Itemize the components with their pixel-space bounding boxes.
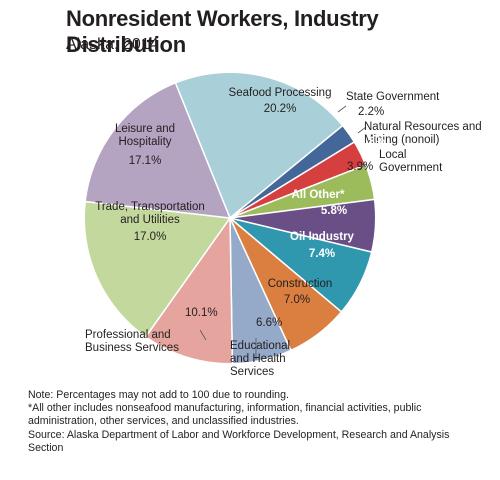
- slice-value-all-other: 5.8%: [321, 205, 347, 217]
- slice-label-trade-transportation: and Utilities: [120, 214, 180, 226]
- slice-label-leisure-and: Hospitality: [118, 136, 171, 148]
- slice-value-natural-resources-and: 2.8%: [359, 136, 385, 148]
- slice-label-local: Government: [379, 162, 443, 174]
- slice-value-state-government: 2.2%: [358, 106, 384, 118]
- pie-outline: [83, 71, 377, 365]
- leader-line-professional-and: [199, 329, 207, 341]
- slice-label-state-government: State Government: [346, 91, 440, 103]
- slice-label-natural-resources-and: Natural Resources and: [364, 121, 482, 133]
- slice-value-construction: 7.0%: [284, 294, 310, 306]
- slice-label-seafood-processing: Seafood Processing: [229, 87, 332, 99]
- leader-line-natural-resources-and: [357, 126, 367, 134]
- slice-label-professional-and: Professional and: [85, 329, 171, 341]
- slice-value-leisure-and: 17.1%: [129, 155, 162, 167]
- slice-value-professional-and: 10.1%: [185, 307, 218, 319]
- note-source-cont: Section: [28, 441, 64, 454]
- note-all-other-cont: administration, other services, and uncl…: [28, 415, 299, 428]
- chart-title: Nonresident Workers, Industry Distributi…: [66, 6, 379, 57]
- slice-value-trade-transportation: 17.0%: [134, 231, 167, 243]
- leader-line-state-government: [337, 105, 347, 113]
- slice-label-all-other: All Other*: [291, 189, 345, 201]
- slice-label-leisure-and: Leisure and: [115, 123, 175, 135]
- slice-label-educational: Services: [230, 366, 274, 378]
- slice-value-seafood-processing: 20.2%: [264, 103, 297, 115]
- slice-value-oil-industry: 7.4%: [309, 248, 335, 260]
- chart-notes: Note: Percentages may not add to 100 due…: [28, 389, 493, 455]
- chart-subtitle: Alaska, 2014: [66, 36, 159, 53]
- note-all-other: *All other includes nonseafood manufactu…: [28, 402, 422, 415]
- pie-chart: Seafood Processing 20.2% State Government 2…: [83, 71, 482, 378]
- slice-label-professional-and: Business Services: [85, 342, 179, 354]
- slice-value-educational: 6.6%: [256, 317, 282, 329]
- slice-label-educational: and Health: [230, 353, 286, 365]
- slice-value-local: 3.9%: [347, 161, 373, 173]
- slice-label-trade-transportation: Trade, Transportation: [95, 201, 205, 213]
- slice-label-oil-industry: Oil Industry: [290, 231, 355, 243]
- slice-label-educational: Educational: [230, 340, 290, 352]
- leader-line-local: [357, 163, 367, 171]
- slice-label-local: Local: [379, 149, 407, 161]
- note-source: Source: Alaska Department of Labor and W…: [28, 428, 450, 441]
- slice-label-natural-resources-and: Mining (nonoil): [364, 134, 440, 146]
- slice-label-construction: Construction: [268, 278, 333, 290]
- note-rounding: Note: Percentages may not add to 100 due…: [28, 389, 289, 401]
